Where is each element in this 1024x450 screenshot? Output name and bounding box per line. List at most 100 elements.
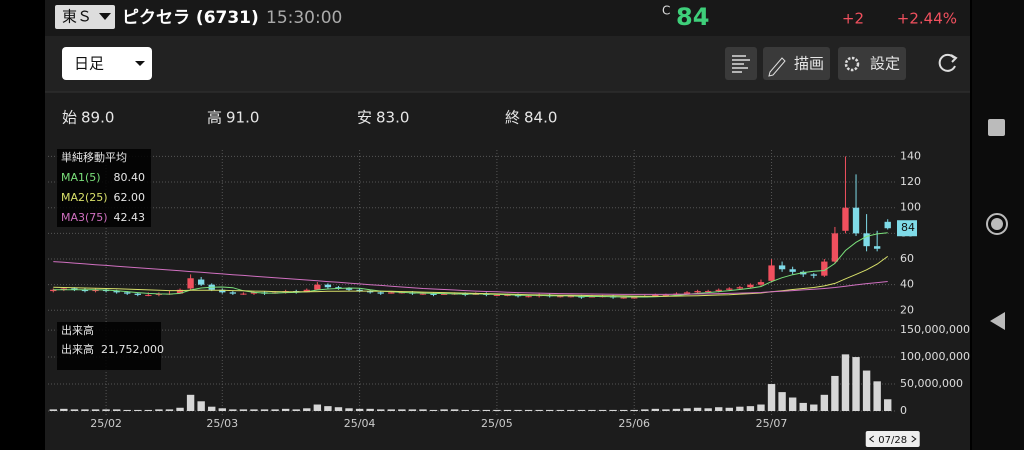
back-button[interactable]	[990, 312, 1005, 330]
x-tick-label: 25/06	[618, 417, 650, 430]
x-tick-label: 25/03	[206, 417, 238, 430]
volume-bar	[408, 409, 417, 411]
candle-body	[778, 265, 786, 270]
volume-bar	[197, 401, 205, 411]
x-tick-label: 25/05	[481, 417, 513, 430]
ma-legend-title: 単純移動平均	[61, 150, 127, 164]
volume-bar	[324, 406, 332, 411]
volume-bar	[778, 392, 786, 411]
stock-name: ピクセラ (6731)	[122, 8, 259, 28]
volume-bar	[387, 409, 395, 411]
candle-body	[314, 284, 321, 290]
volume-bar	[567, 409, 575, 411]
price: 84	[676, 3, 709, 31]
home-dot	[991, 218, 1003, 230]
change: +2	[842, 10, 864, 28]
candle-body	[145, 294, 152, 296]
summary-name: 終	[505, 109, 520, 127]
volume-legend-name: 出来高	[61, 342, 94, 356]
market: 東Ｓ	[62, 8, 92, 26]
summary-value: 89.0	[81, 109, 114, 127]
candle-body	[557, 296, 564, 298]
summary-name: 始	[62, 109, 77, 127]
x-tick-label: 25/07	[756, 417, 788, 430]
ma-legend-name: MA1(5)	[61, 171, 101, 184]
candle-body	[736, 287, 744, 289]
candle-body	[683, 292, 691, 294]
volume-bar	[820, 394, 829, 411]
recent-button[interactable]	[988, 119, 1005, 136]
market-dropdown[interactable]	[55, 5, 115, 29]
volume-bar	[260, 409, 269, 411]
price-tag-label: 84	[901, 221, 915, 234]
candle-body	[219, 289, 226, 293]
candle-body	[704, 291, 712, 293]
volume-legend-box	[57, 322, 161, 370]
volume-bar	[609, 409, 617, 411]
volume-bar	[852, 357, 860, 411]
candle-body	[187, 278, 194, 289]
volume-bar	[229, 409, 237, 411]
y-tick-label: 20	[900, 303, 914, 316]
refresh-icon[interactable]	[938, 53, 956, 72]
candle-body	[567, 296, 575, 298]
home-button[interactable]	[986, 213, 1008, 235]
pencil-icon	[768, 57, 786, 77]
candle-body	[197, 279, 205, 285]
candle-body	[324, 284, 332, 288]
candle-body	[873, 246, 881, 249]
y-tick-label: 120	[900, 175, 921, 188]
candle-body	[493, 294, 501, 296]
candle-body	[303, 289, 310, 293]
candle-body	[113, 291, 120, 293]
ma-line	[53, 261, 888, 295]
settings-label: 設定	[870, 55, 900, 73]
settings-button[interactable]	[838, 47, 906, 80]
volume-bar	[91, 409, 100, 411]
volume-bar	[123, 409, 131, 411]
candle-body	[842, 207, 849, 231]
volume-bar	[672, 408, 681, 411]
volume-bar	[355, 408, 364, 411]
draw-button[interactable]	[763, 47, 830, 80]
summary-name: 高	[207, 109, 222, 127]
volume-bar	[693, 407, 702, 411]
y-tick-label: 150,000,000	[900, 323, 970, 336]
volume-bar	[767, 384, 776, 411]
volume-bar	[757, 404, 765, 411]
volume-bar	[482, 409, 491, 411]
volume-bar	[102, 409, 110, 411]
volume-bar	[831, 375, 839, 411]
x-tick-label: 25/02	[90, 417, 122, 430]
candle-body	[335, 287, 342, 289]
volume-bar	[419, 409, 427, 411]
volume-bar	[366, 408, 374, 411]
volume-bar	[450, 409, 459, 411]
candle-body	[345, 288, 353, 290]
candle-body	[852, 207, 860, 234]
candle-body	[715, 289, 722, 292]
volume-bar	[70, 409, 79, 411]
cursor-date-box	[865, 431, 920, 447]
volume-bar	[841, 354, 850, 411]
candle-body	[250, 292, 258, 294]
volume-bar	[704, 408, 712, 411]
volume-bar	[271, 409, 279, 411]
ma-legend-name: MA3(75)	[61, 211, 108, 224]
volume-bar	[176, 407, 184, 411]
candle-body	[81, 289, 89, 292]
ma-legend-name: MA2(25)	[61, 191, 108, 204]
candle-body	[620, 297, 627, 299]
volume-bar	[546, 409, 554, 411]
candle-body	[768, 265, 775, 281]
time: 15:30:00	[266, 8, 342, 28]
volume-bar	[810, 404, 818, 411]
candle-body	[831, 233, 839, 262]
y-tick-label: 50,000,000	[900, 377, 963, 390]
volume-bar	[725, 407, 733, 411]
period: 日足	[74, 55, 104, 73]
period-dropdown[interactable]	[62, 47, 152, 80]
y-tick-label: 140	[900, 149, 921, 162]
candle-body	[525, 296, 532, 298]
volume-bar	[250, 409, 258, 411]
